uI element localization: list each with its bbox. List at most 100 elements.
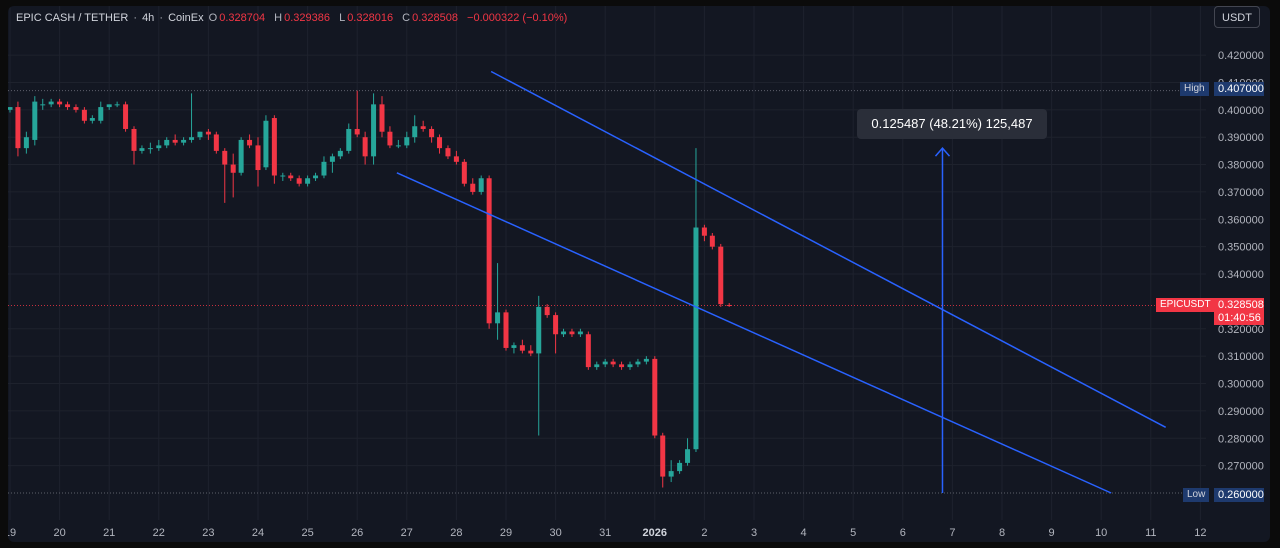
legend-low-value: 0.328016 bbox=[347, 12, 394, 24]
time-scale: 1920212223242526272829303120262345678910… bbox=[8, 527, 1207, 539]
legend-low-label: L bbox=[339, 12, 346, 24]
candle-body bbox=[189, 137, 195, 140]
candle-body bbox=[429, 128, 435, 138]
candle-body bbox=[197, 131, 203, 138]
price-scale: 0.4200000.4100000.4000000.3900000.380000… bbox=[1218, 50, 1264, 473]
time-tick-label: 30 bbox=[549, 527, 561, 539]
time-tick-label: 28 bbox=[450, 527, 462, 539]
candles-layer bbox=[8, 90, 732, 488]
symbol-legend[interactable]: EPIC CASH / TETHER · 4h · CoinEx O 0.3287… bbox=[16, 12, 569, 24]
candle-body bbox=[156, 145, 162, 149]
candle-body bbox=[635, 361, 641, 365]
low-price-tag: 0.260000 bbox=[1214, 488, 1264, 502]
candle-body bbox=[404, 137, 410, 146]
channel-lower-line bbox=[396, 172, 1112, 494]
candle-body bbox=[131, 128, 137, 151]
candle-body bbox=[346, 128, 352, 151]
time-tick-label: 20 bbox=[53, 527, 65, 539]
time-tick-label: 11 bbox=[1145, 527, 1156, 539]
high-label-tag: High bbox=[1180, 82, 1209, 96]
candle-body bbox=[619, 364, 625, 368]
reference-lines-layer bbox=[8, 90, 1206, 494]
candle-body bbox=[536, 306, 542, 354]
price-tick-label: 0.360000 bbox=[1218, 214, 1264, 226]
price-tick-label: 0.350000 bbox=[1218, 242, 1264, 254]
price-chart[interactable]: 0.4200000.4100000.4000000.3900000.380000… bbox=[8, 6, 1270, 542]
candle-body bbox=[147, 148, 153, 150]
time-tick-label: 9 bbox=[1049, 527, 1055, 539]
candle-body bbox=[337, 150, 343, 157]
candle-body bbox=[73, 107, 79, 110]
candle-body bbox=[98, 107, 104, 121]
price-tick-label: 0.390000 bbox=[1218, 132, 1264, 144]
candle-body bbox=[354, 128, 360, 135]
candle-body bbox=[677, 462, 683, 472]
candle-body bbox=[23, 137, 29, 149]
candle-body bbox=[709, 235, 715, 247]
candle-body bbox=[701, 227, 707, 236]
chart-panel[interactable]: 0.4200000.4100000.4000000.3900000.380000… bbox=[8, 6, 1270, 542]
candle-body bbox=[561, 331, 567, 335]
price-tick-label: 0.380000 bbox=[1218, 160, 1264, 172]
price-tick-label: 0.370000 bbox=[1218, 187, 1264, 199]
low-label-tag: Low bbox=[1183, 488, 1210, 502]
bar-countdown: 01:40:56 bbox=[1214, 311, 1264, 325]
legend-close-value: 0.328508 bbox=[412, 12, 458, 24]
candle-body bbox=[139, 148, 145, 151]
time-tick-label: 6 bbox=[900, 527, 906, 539]
price-tick-label: 0.280000 bbox=[1218, 433, 1264, 445]
candle-body bbox=[395, 145, 401, 147]
time-tick-label: 2 bbox=[701, 527, 707, 539]
current-price-tag: 0.328508 bbox=[1214, 298, 1264, 312]
candle-body bbox=[553, 315, 559, 335]
time-tick-label: 4 bbox=[801, 527, 807, 539]
time-tick-label: 23 bbox=[202, 527, 214, 539]
currency-unit-button[interactable]: USDT bbox=[1214, 6, 1260, 28]
high-price-tag: 0.407000 bbox=[1214, 82, 1264, 96]
candle-body bbox=[362, 137, 368, 157]
time-tick-label: 2026 bbox=[643, 527, 667, 539]
candle-body bbox=[594, 364, 600, 368]
candle-body bbox=[230, 164, 236, 173]
candle-body bbox=[280, 175, 286, 177]
legend-interval[interactable]: 4h bbox=[142, 12, 155, 24]
candle-body bbox=[181, 139, 187, 143]
legend-change: −0.000322 (−0.10%) bbox=[467, 12, 568, 24]
candle-body bbox=[453, 156, 459, 162]
candle-body bbox=[271, 118, 277, 176]
price-tick-label: 0.270000 bbox=[1218, 461, 1264, 473]
legend-sep: · bbox=[159, 12, 164, 24]
measure-arrow-layer bbox=[934, 146, 951, 493]
candle-body bbox=[296, 178, 302, 184]
time-tick-label: 31 bbox=[599, 527, 611, 539]
candle-body bbox=[57, 101, 63, 105]
price-tick-label: 0.310000 bbox=[1218, 351, 1264, 363]
candle-body bbox=[685, 449, 691, 463]
candle-body bbox=[89, 118, 95, 121]
candle-body bbox=[172, 139, 178, 143]
candle-body bbox=[585, 334, 591, 368]
legend-open-label: O bbox=[208, 12, 218, 24]
candle-body bbox=[577, 331, 583, 335]
candle-body bbox=[478, 178, 484, 192]
candle-body bbox=[106, 104, 112, 108]
candle-body bbox=[461, 161, 467, 184]
candle-body bbox=[519, 345, 525, 351]
candle-body bbox=[511, 345, 517, 348]
candle-body bbox=[222, 150, 228, 165]
candle-body bbox=[255, 145, 261, 171]
channel-drawing-layer bbox=[396, 70, 1167, 494]
candle-body bbox=[668, 471, 674, 477]
measure-arrow-head bbox=[934, 146, 951, 157]
candle-body bbox=[486, 178, 492, 324]
candle-body bbox=[437, 137, 443, 149]
legend-pair[interactable]: EPIC CASH / TETHER bbox=[16, 12, 129, 24]
candle-body bbox=[627, 364, 633, 368]
grid-layer bbox=[8, 6, 1206, 520]
candle-body bbox=[313, 175, 319, 179]
candle-body bbox=[247, 139, 253, 146]
candle-body bbox=[495, 312, 501, 324]
time-tick-label: 7 bbox=[949, 527, 955, 539]
candle-body bbox=[718, 246, 724, 305]
